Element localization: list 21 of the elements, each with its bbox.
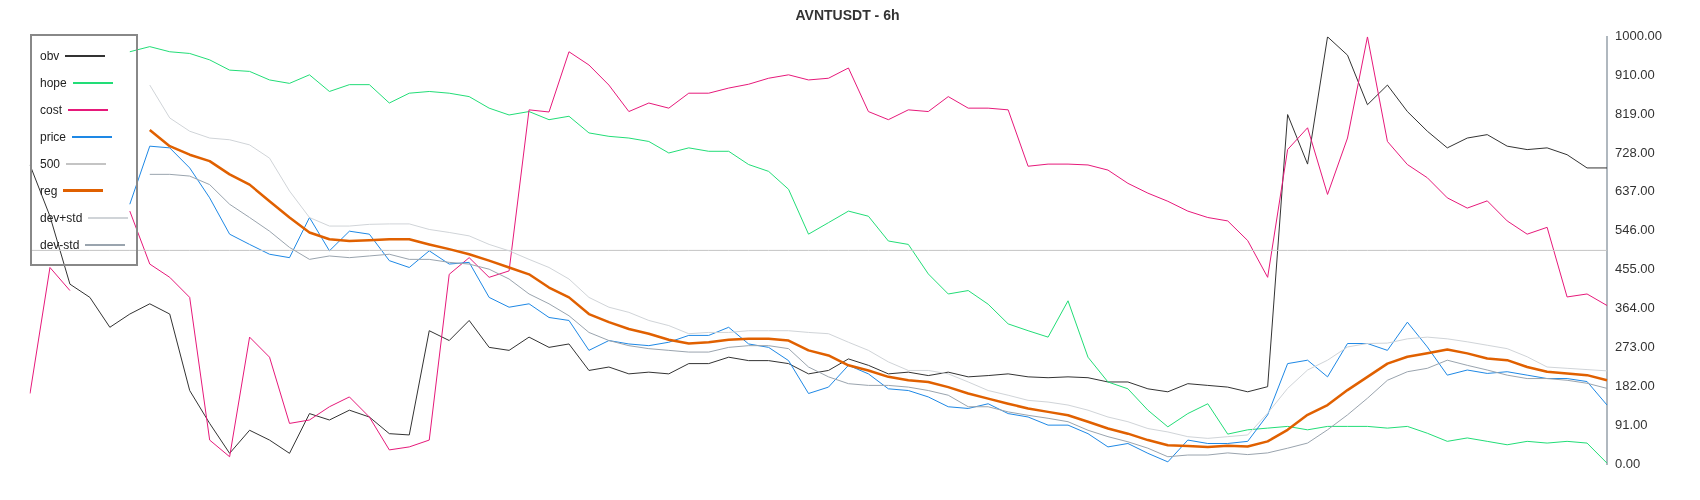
y-tick-label: 728.00: [1615, 144, 1655, 160]
y-tick-label: 910.00: [1615, 66, 1655, 82]
legend-label: hope: [40, 75, 67, 90]
y-tick-label: 364.00: [1615, 300, 1655, 316]
legend-label: dev-std: [40, 237, 80, 252]
y-tick-label: 455.00: [1615, 261, 1655, 277]
y-tick-label: 1000.00: [1615, 28, 1663, 44]
legend-label: obv: [40, 48, 60, 63]
y-tick-label: 637.00: [1615, 183, 1655, 199]
legend-label: price: [40, 129, 67, 144]
y-tick-label: 819.00: [1615, 105, 1655, 121]
legend-label: dev+std: [40, 210, 83, 225]
y-tick-label: 91.00: [1615, 416, 1648, 432]
legend-label: 500: [40, 156, 61, 171]
y-tick-label: 273.00: [1615, 338, 1655, 354]
y-tick-label: 0.00: [1615, 455, 1641, 471]
y-tick-label: 182.00: [1615, 377, 1655, 393]
legend-label: reg: [40, 183, 58, 198]
legend-label: cost: [40, 102, 63, 117]
y-tick-label: 546.00: [1615, 222, 1655, 238]
chart-title: AVNTUSDT - 6h: [795, 7, 900, 24]
